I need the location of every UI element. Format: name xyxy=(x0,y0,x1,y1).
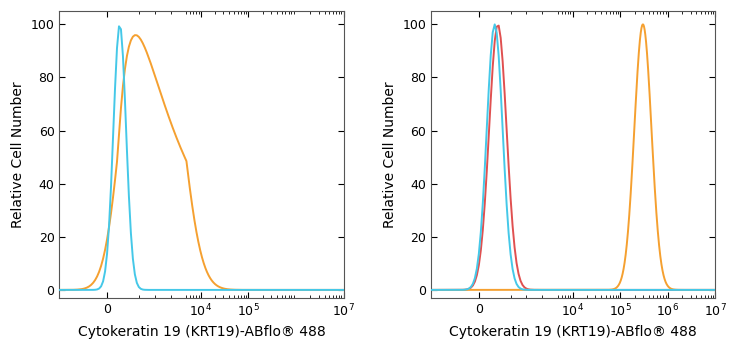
Y-axis label: Relative Cell Number: Relative Cell Number xyxy=(11,81,25,228)
X-axis label: Cytokeratin 19 (KRT19)-ABflo® 488: Cytokeratin 19 (KRT19)-ABflo® 488 xyxy=(449,325,697,339)
X-axis label: Cytokeratin 19 (KRT19)-ABflo® 488: Cytokeratin 19 (KRT19)-ABflo® 488 xyxy=(77,325,325,339)
Y-axis label: Relative Cell Number: Relative Cell Number xyxy=(383,81,397,228)
